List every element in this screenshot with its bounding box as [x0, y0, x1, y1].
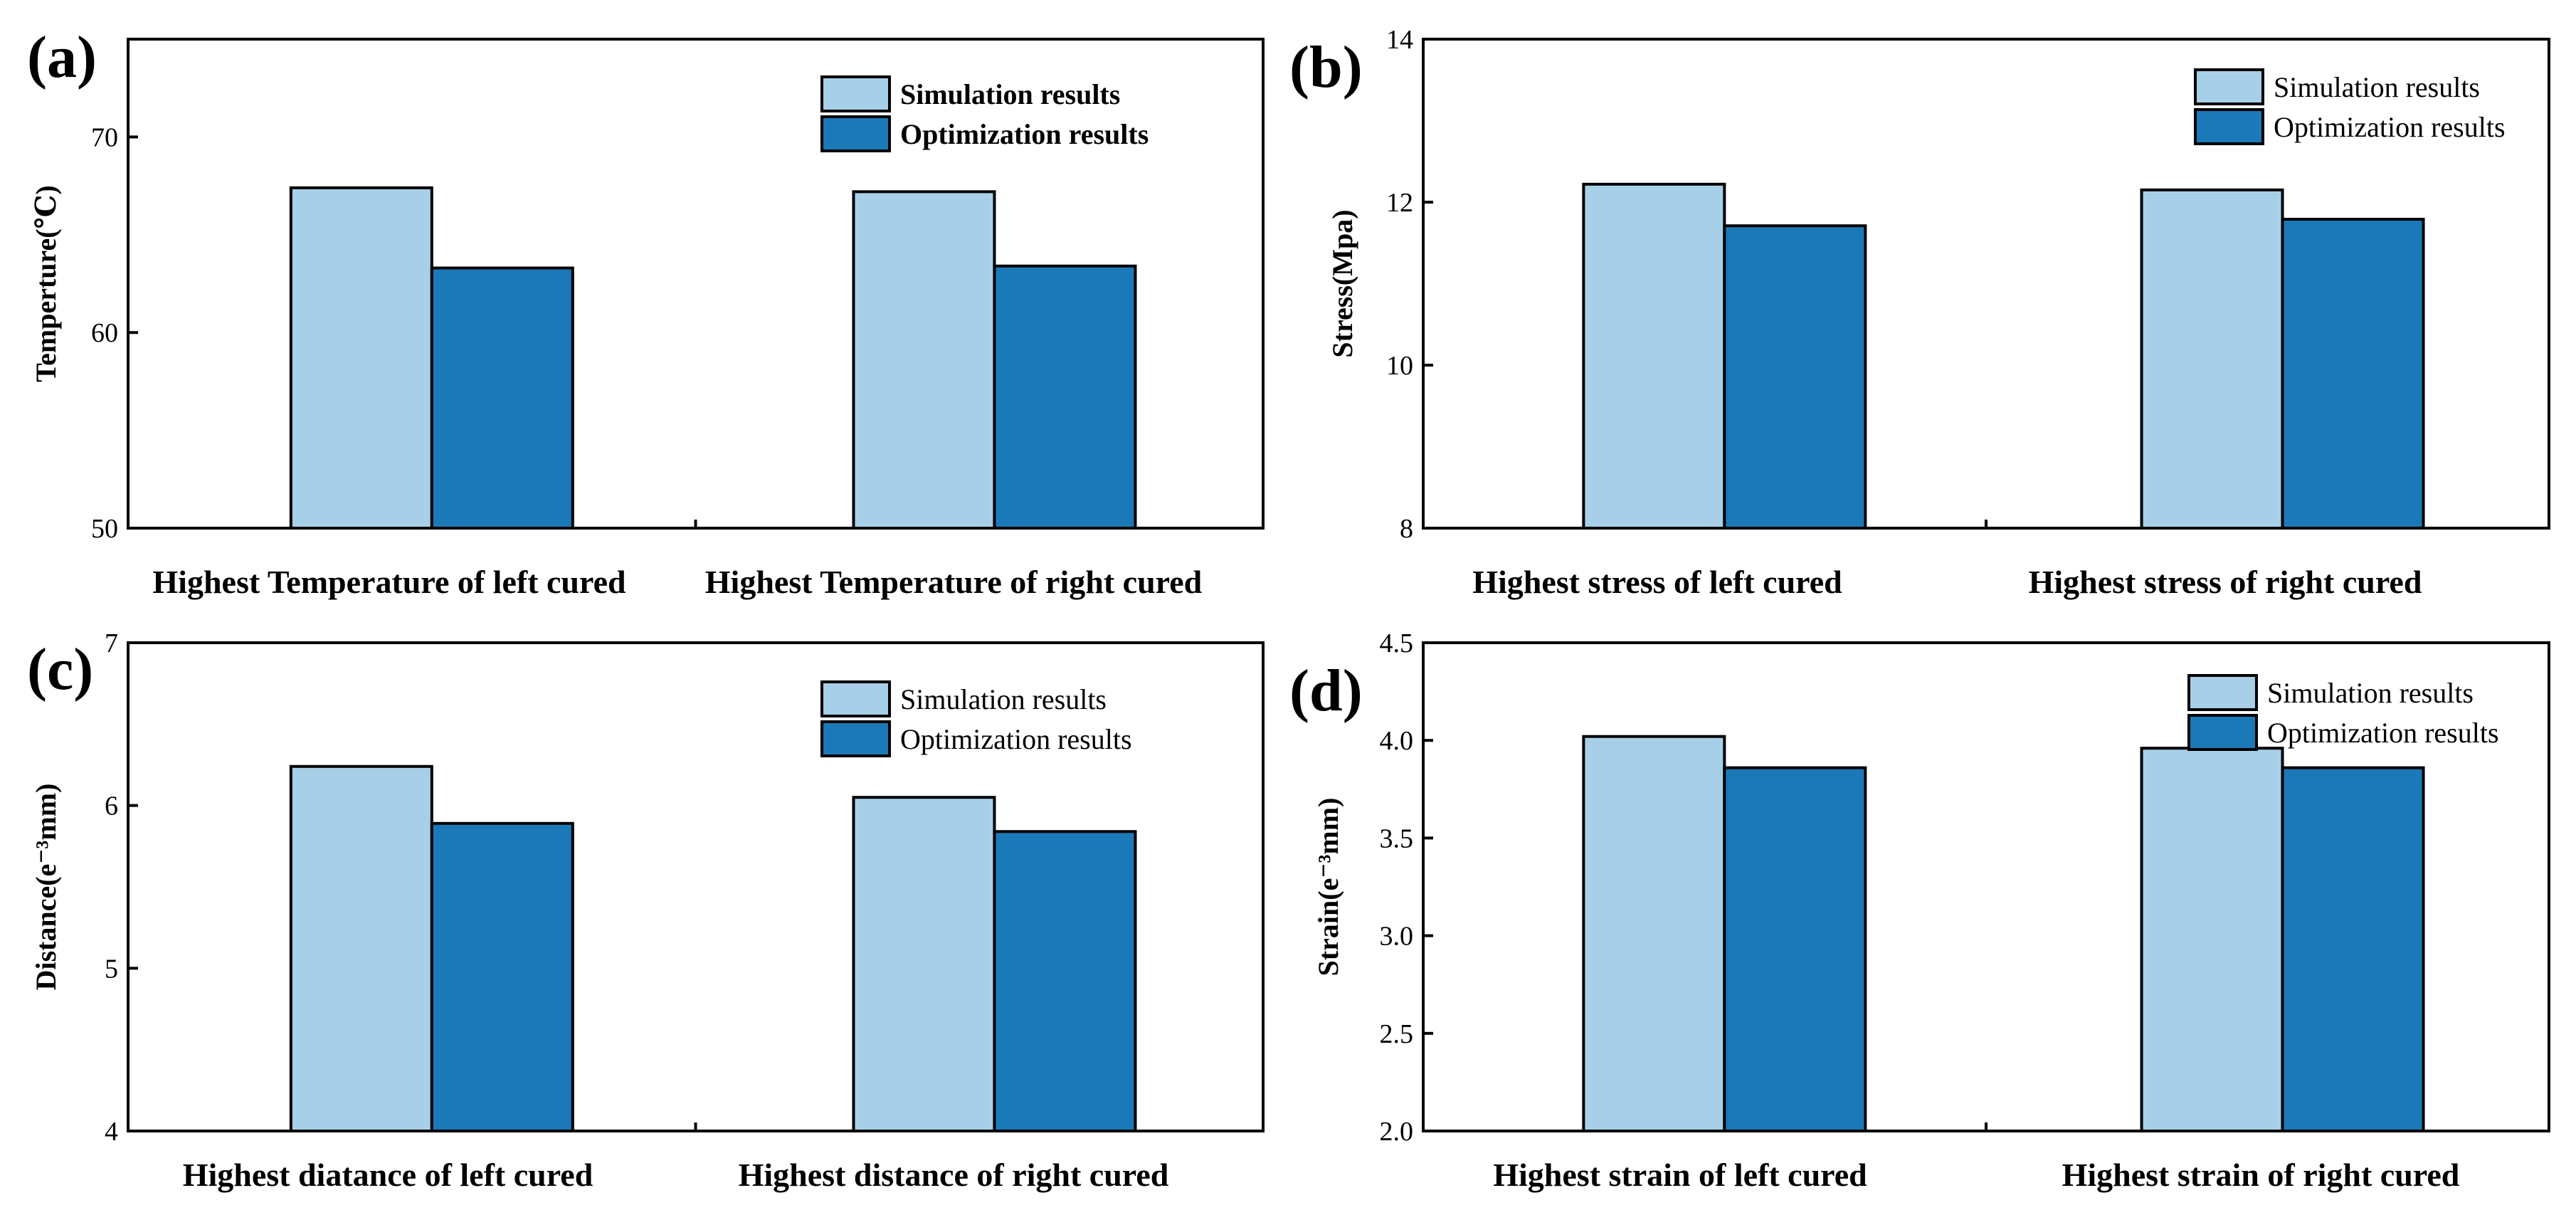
category-label-2: Highest stress of right cured — [2029, 564, 2422, 600]
legend-swatch-simulation — [2194, 68, 2264, 105]
y-tick-label: 70 — [91, 122, 118, 152]
bar-optimization-2 — [2281, 218, 2425, 530]
panel-letter: (a) — [27, 24, 97, 90]
legend-label-simulation: Simulation results — [2267, 677, 2474, 709]
y-tick-label: 10 — [1386, 351, 1413, 381]
bar-simulation-1 — [1582, 735, 1726, 1133]
panel-letter: (c) — [27, 636, 93, 703]
chart-panel-4: (d) 2.0 2.5 3.0 3.5 4.0 4.5 Strain(e⁻³mm) Highes… — [1289, 628, 2550, 1193]
bar-simulation-2 — [852, 796, 996, 1132]
chart-panel-1: (a) 50 60 70 Temperture(℃) Highest Temperatur… — [27, 24, 1265, 600]
bar-optimization-2 — [2281, 766, 2425, 1132]
bar-optimization-1 — [430, 266, 574, 530]
y-tick-label: 14 — [1386, 25, 1413, 55]
bar-optimization-1 — [1723, 766, 1867, 1132]
y-tick-label: 3.5 — [1380, 824, 1414, 853]
legend-label-optimization: Optimization results — [2267, 717, 2499, 749]
legend-label-simulation: Simulation results — [900, 78, 1120, 110]
y-tick-label: 12 — [1386, 188, 1413, 218]
bar-optimization-1 — [430, 821, 574, 1132]
category-label-1: Highest Temperature of left cured — [152, 564, 626, 600]
y-axis-label: Temperture(℃) — [30, 185, 62, 382]
y-tick-label: 3.0 — [1380, 922, 1414, 952]
y-tick-label: 60 — [91, 318, 118, 348]
y-tick-label: 2.5 — [1380, 1019, 1414, 1049]
y-tick-label: 8 — [1400, 514, 1413, 544]
bar-optimization-2 — [993, 830, 1137, 1132]
y-tick-label: 4 — [105, 1117, 118, 1147]
y-tick-label: 7 — [105, 628, 118, 658]
y-tick-label: 6 — [105, 791, 118, 821]
category-label-1: Highest diatance of left cured — [183, 1157, 593, 1193]
category-label-1: Highest strain of left cured — [1493, 1157, 1867, 1193]
bar-simulation-1 — [1582, 182, 1726, 530]
category-label-1: Highest stress of left cured — [1472, 564, 1842, 600]
y-tick-label: 50 — [91, 514, 118, 544]
y-tick-label: 4.5 — [1380, 628, 1414, 658]
legend-label-optimization: Optimization results — [2274, 111, 2506, 143]
chart-panel-3: (c) 4 5 6 7 Distance(e⁻³mm) Highest diatance o… — [27, 628, 1265, 1193]
legend-label-simulation: Simulation results — [2274, 71, 2480, 103]
legend-label-optimization: Optimization results — [900, 118, 1149, 150]
bar-optimization-1 — [1723, 224, 1867, 530]
panel-letter: (d) — [1289, 658, 1363, 724]
bar-optimization-2 — [993, 264, 1137, 530]
legend-swatch-simulation — [820, 75, 891, 112]
y-tick-label: 4.0 — [1380, 726, 1414, 756]
y-tick-label: 5 — [105, 954, 118, 984]
y-axis-label: Stress(Mpa) — [1326, 209, 1358, 357]
legend-swatch-simulation — [2187, 674, 2258, 711]
category-label-2: Highest Temperature of right cured — [705, 564, 1203, 600]
bar-simulation-2 — [852, 190, 996, 530]
legend-swatch-optimization — [820, 720, 891, 757]
legend-label-simulation: Simulation results — [900, 683, 1107, 715]
legend-swatch-simulation — [820, 680, 891, 717]
legend-swatch-optimization — [2187, 714, 2258, 751]
panel-letter: (b) — [1289, 34, 1363, 100]
legend-swatch-optimization — [2194, 108, 2264, 145]
bar-simulation-2 — [2140, 747, 2284, 1132]
legend-swatch-optimization — [820, 115, 891, 152]
category-label-2: Highest strain of right cured — [2062, 1157, 2460, 1193]
y-tick-label: 2.0 — [1380, 1117, 1414, 1147]
bar-simulation-1 — [289, 764, 433, 1132]
legend-label-optimization: Optimization results — [900, 723, 1132, 755]
bar-simulation-1 — [289, 186, 433, 530]
chart-panel-2: (b) 8 10 12 14 Stress(Mpa) Highest stress of l… — [1289, 25, 2550, 600]
y-axis-label: Strain(e⁻³mm) — [1312, 798, 1344, 977]
y-axis-label: Distance(e⁻³mm) — [30, 784, 62, 991]
category-label-2: Highest distance of right cured — [739, 1157, 1169, 1193]
bar-simulation-2 — [2140, 188, 2284, 530]
